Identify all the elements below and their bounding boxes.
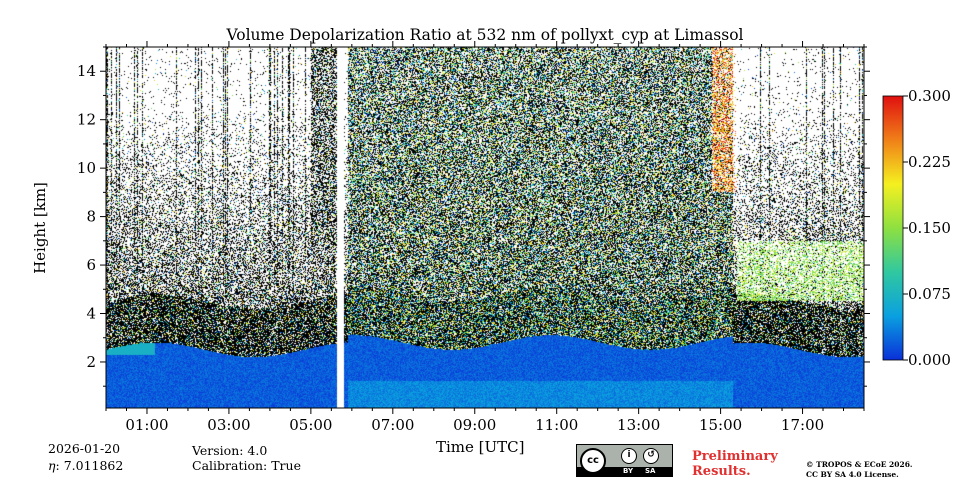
- cc-license-badge: cc i ↺ BY SA: [576, 444, 673, 477]
- y-tick-label: 12: [77, 111, 96, 129]
- license-notice: © TROPOS & ECoE 2026. CC BY SA 4.0 Licen…: [806, 460, 913, 480]
- cc-icon: cc: [580, 448, 606, 474]
- x-tick-label: 05:00: [289, 416, 332, 434]
- chart-title: Volume Depolarization Ratio at 532 nm of…: [226, 26, 744, 44]
- footer-date: 2026-01-20: [48, 441, 121, 456]
- preliminary-line-2: Results.: [692, 464, 751, 479]
- y-tick-label: 8: [86, 208, 96, 226]
- x-tick-label: 01:00: [125, 416, 168, 434]
- plot-frame: [105, 46, 865, 409]
- y-tick-label: 14: [77, 62, 96, 80]
- y-tick-label: 4: [86, 305, 96, 323]
- x-tick-label: 15:00: [699, 416, 742, 434]
- license-line-2: CC BY SA 4.0 License.: [806, 470, 899, 479]
- x-tick-label: 17:00: [781, 416, 824, 434]
- preliminary-line-1: Preliminary: [692, 449, 778, 464]
- colorbar-tick-label: 0.000: [908, 351, 951, 369]
- y-tick-label: 10: [77, 159, 96, 177]
- badge-sa-label: SA: [645, 467, 656, 475]
- heatmap-raster: [106, 47, 864, 408]
- x-tick-label: 11:00: [535, 416, 578, 434]
- y-tick-label: 6: [86, 256, 96, 274]
- x-tick-label: 07:00: [371, 416, 414, 434]
- colorbar: [882, 95, 904, 361]
- footer-calibration: Calibration: True: [192, 458, 301, 473]
- colorbar-tick-label: 0.300: [908, 87, 951, 105]
- by-person-icon: i: [621, 448, 637, 464]
- colorbar-tick-label: 0.150: [908, 219, 951, 237]
- preliminary-notice: Preliminary Results.: [692, 449, 778, 479]
- badge-by-label: BY: [623, 467, 634, 475]
- colorbar-tick-label: 0.075: [908, 285, 951, 303]
- x-axis-label: Time [UTC]: [436, 438, 525, 456]
- colorbar-tick-label: 0.225: [908, 153, 951, 171]
- badge-strip: [577, 467, 672, 476]
- y-axis-label: Height [km]: [31, 182, 49, 274]
- x-tick-label: 09:00: [453, 416, 496, 434]
- x-tick-label: 13:00: [617, 416, 660, 434]
- footer-version: Version: 4.0: [192, 443, 268, 458]
- eta-value: 7.011862: [63, 458, 124, 473]
- license-line-1: © TROPOS & ECoE 2026.: [806, 460, 913, 469]
- footer-eta: η: 7.011862: [48, 458, 124, 473]
- y-tick-label: 2: [86, 353, 96, 371]
- sa-share-icon: ↺: [643, 448, 659, 464]
- x-tick-label: 03:00: [207, 416, 250, 434]
